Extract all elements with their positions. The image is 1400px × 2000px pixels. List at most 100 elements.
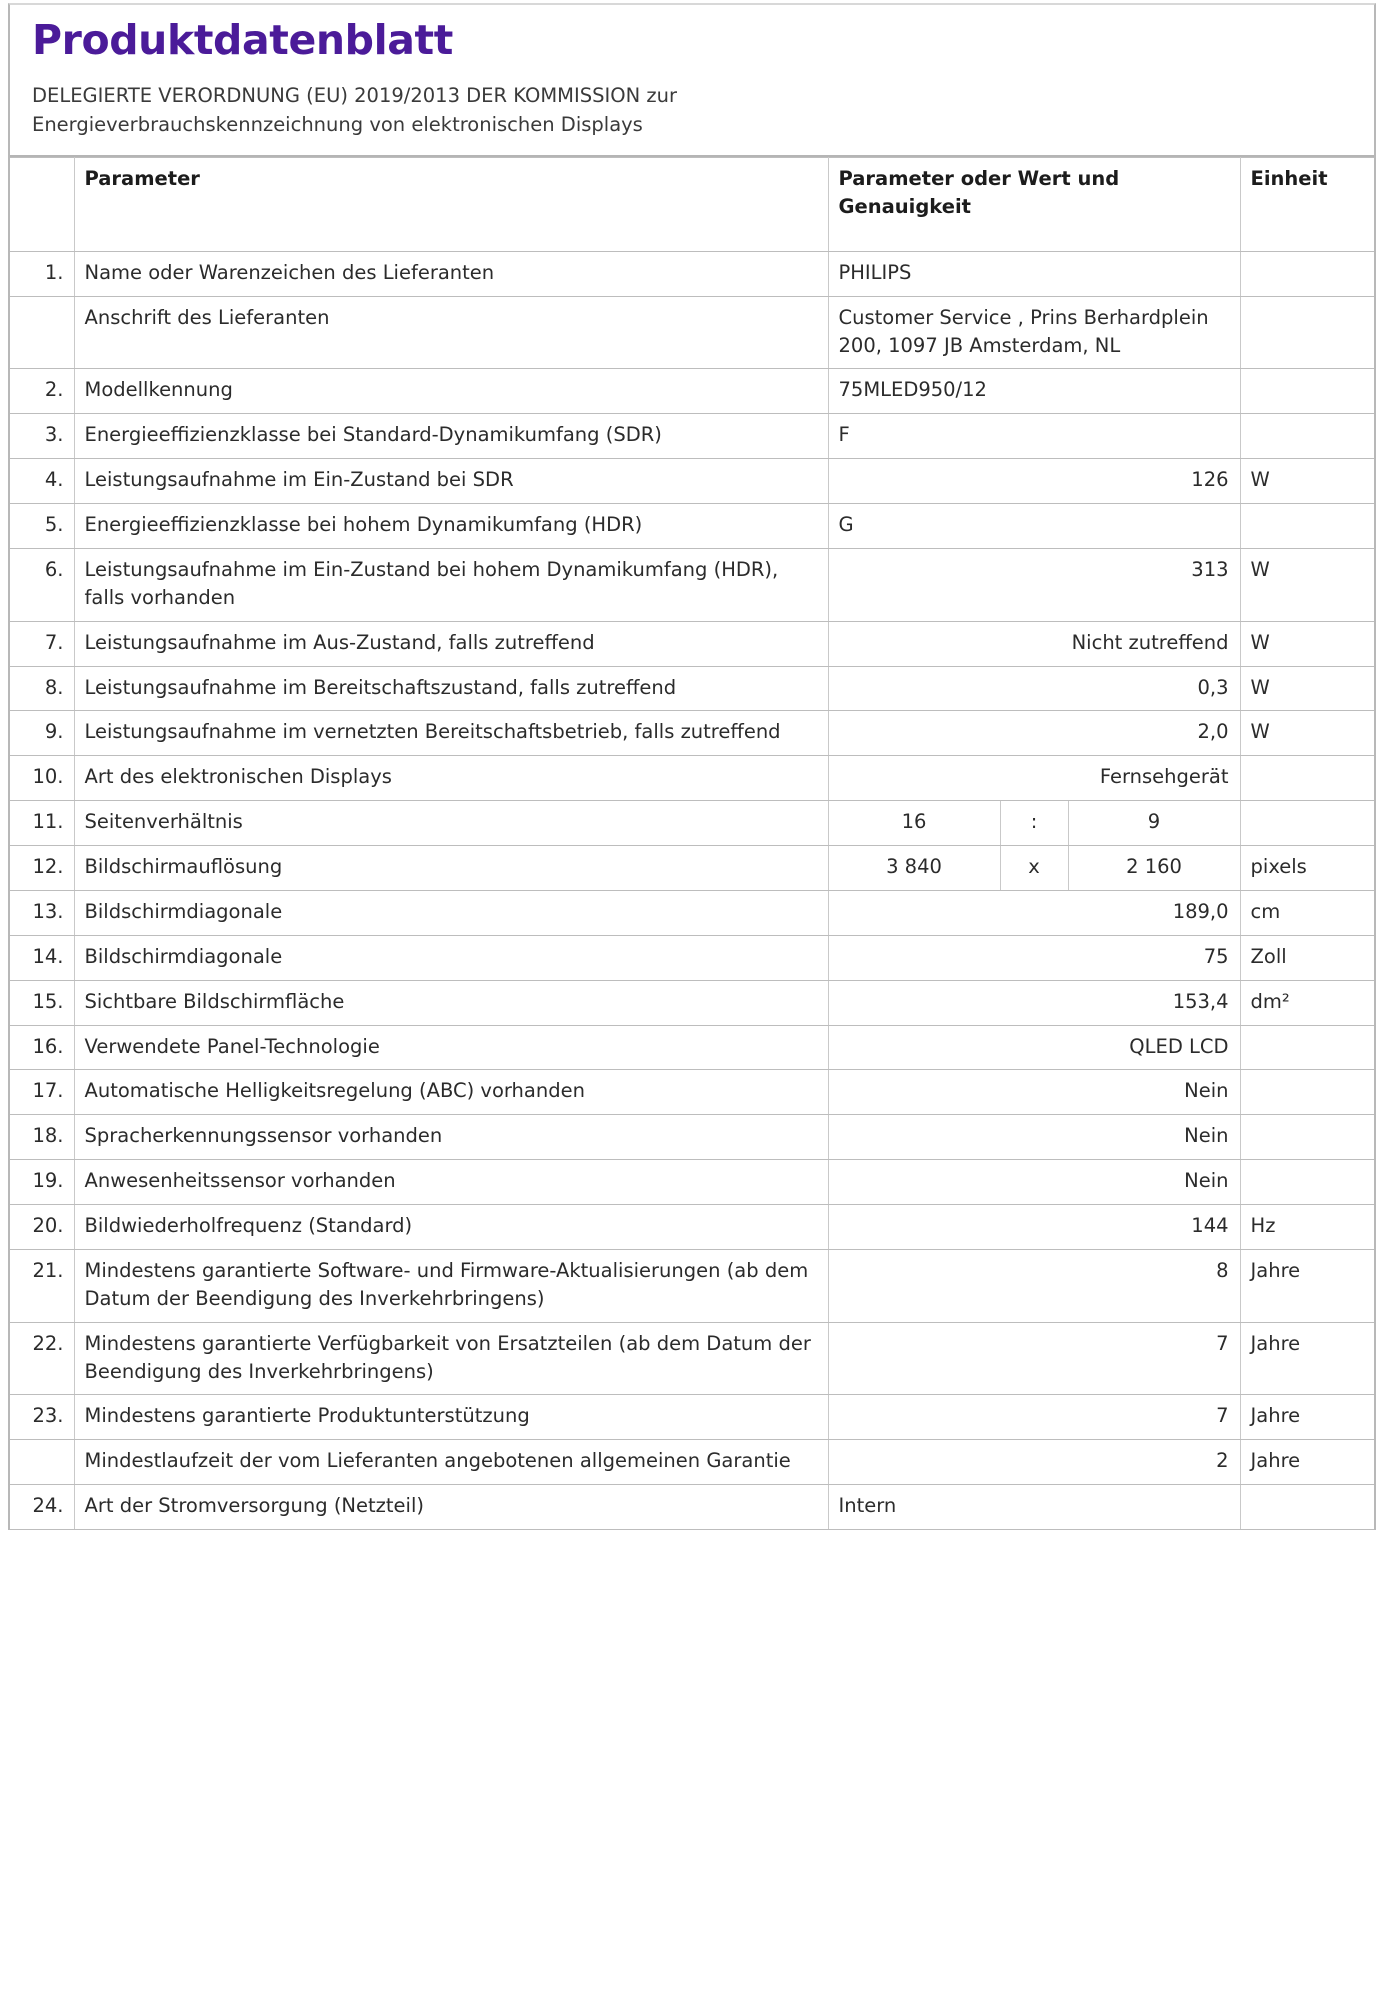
row-index: 24. [10, 1484, 75, 1530]
row-index [10, 1439, 75, 1486]
row-parameter-label: Mindestens garantierte Software- und Fir… [73, 1248, 829, 1323]
table-row: 3. Energieeffizienzklasse bei Standard-Dy… [10, 413, 1375, 460]
table-row: 22. Mindestens garantierte Verfügbarkeit … [10, 1321, 1375, 1396]
column-header-unit: Einheit [1239, 157, 1375, 252]
row-parameter-label: Energieeffizienzklasse bei hohem Dynamik… [73, 503, 829, 549]
row-value: Nein [827, 1114, 1241, 1161]
row-parameter-label: Spracherkennungssensor vorhanden [73, 1114, 829, 1161]
row-value: 2,0 [827, 710, 1241, 757]
row-value-first: 16 [827, 800, 1001, 846]
row-unit [1239, 1159, 1375, 1205]
column-header-index [10, 157, 75, 252]
row-value: 75MLED950/12 [827, 368, 1241, 415]
table-row: 20. Bildwiederholfrequenz (Standard) 144 Hz [10, 1204, 1375, 1250]
row-value: Fernsehgerät [827, 755, 1241, 802]
table-row: 7. Leistungsaufnahme im Aus-Zustand, fall… [10, 620, 1375, 667]
row-unit: W [1239, 458, 1375, 504]
row-value: Customer Service , Prins Berhardplein 20… [827, 295, 1241, 370]
row-value: 7 [827, 1394, 1241, 1441]
row-unit [1239, 755, 1375, 802]
row-unit [1239, 413, 1375, 460]
table-row: 6. Leistungsaufnahme im Ein-Zustand bei h… [10, 547, 1375, 622]
row-index [10, 295, 75, 370]
table-row: 11. Seitenverhältnis 16:9 [10, 800, 1375, 846]
row-index: 20. [10, 1204, 75, 1250]
row-index: 2. [10, 368, 75, 415]
table-row: Mindestlaufzeit der vom Lieferanten ange… [10, 1439, 1375, 1486]
product-data-table: Parameter Parameter oder Wert und Genauig… [10, 157, 1375, 1530]
row-index: 1. [10, 250, 75, 297]
row-parameter-label: Bildschirmauflösung [73, 845, 829, 891]
datasheet-sheet: Produktdatenblatt DELEGIERTE VERORDNUNG … [8, 3, 1376, 1530]
row-value-second: 9 [1067, 800, 1241, 846]
row-unit [1239, 1069, 1375, 1116]
row-unit: W [1239, 620, 1375, 667]
row-value: 0,3 [827, 665, 1241, 712]
row-unit: W [1239, 710, 1375, 757]
table-row: 15. Sichtbare Bildschirmfläche 153,4 dm² [10, 979, 1375, 1026]
table-row: 23. Mindestens garantierte Produktunterst… [10, 1394, 1375, 1441]
row-value: 126 [827, 458, 1241, 504]
table-row: Anschrift des Lieferanten Customer Servic… [10, 295, 1375, 370]
row-index: 15. [10, 979, 75, 1026]
column-header-parameter: Parameter [73, 157, 829, 252]
document-subtitle-line-1: DELEGIERTE VERORDNUNG (EU) 2019/2013 DER… [32, 83, 677, 107]
row-value: 2 [827, 1439, 1241, 1486]
row-value: 189,0 [827, 889, 1241, 936]
row-value: 8 [827, 1248, 1241, 1323]
row-value: 75 [827, 934, 1241, 981]
table-row: 10. Art des elektronischen Displays Fernse… [10, 755, 1375, 802]
row-value: F [827, 413, 1241, 460]
row-parameter-label: Verwendete Panel-Technologie [73, 1024, 829, 1071]
row-unit [1239, 1024, 1375, 1071]
row-parameter-label: Mindestens garantierte Produktunterstütz… [73, 1394, 829, 1441]
row-value: G [827, 503, 1241, 549]
column-header-value: Parameter oder Wert und Genauigkeit [827, 157, 1241, 252]
row-unit: cm [1239, 889, 1375, 936]
row-unit: W [1239, 547, 1375, 622]
row-parameter-label: Leistungsaufnahme im Aus-Zustand, falls … [73, 620, 829, 667]
row-parameter-label: Sichtbare Bildschirmfläche [73, 979, 829, 1026]
table-row: 19. Anwesenheitssensor vorhanden Nein [10, 1159, 1375, 1205]
row-index: 5. [10, 503, 75, 549]
row-unit: W [1239, 665, 1375, 712]
row-unit: pixels [1239, 845, 1375, 891]
row-index: 18. [10, 1114, 75, 1161]
row-index: 8. [10, 665, 75, 712]
page-title: Produktdatenblatt [32, 16, 453, 64]
row-unit: Zoll [1239, 934, 1375, 981]
row-unit: Jahre [1239, 1248, 1375, 1323]
row-value-second: 2 160 [1067, 845, 1241, 891]
row-index: 6. [10, 547, 75, 622]
row-value-separator: x [999, 845, 1069, 891]
row-index: 9. [10, 710, 75, 757]
row-value: 144 [827, 1204, 1241, 1250]
row-index: 3. [10, 413, 75, 460]
row-parameter-label: Anwesenheitssensor vorhanden [73, 1159, 829, 1205]
row-parameter-label: Art der Stromversorgung (Netzteil) [73, 1484, 829, 1530]
row-unit [1239, 250, 1375, 297]
row-unit [1239, 1114, 1375, 1161]
row-unit [1239, 800, 1375, 846]
row-unit: Jahre [1239, 1394, 1375, 1441]
row-value: Intern [827, 1484, 1241, 1530]
row-unit: Jahre [1239, 1321, 1375, 1396]
table-row: 9. Leistungsaufnahme im vernetzten Bereit… [10, 710, 1375, 757]
table-row: 4. Leistungsaufnahme im Ein-Zustand bei S… [10, 458, 1375, 504]
row-parameter-label: Mindestens garantierte Verfügbarkeit von… [73, 1321, 829, 1396]
row-value-separator: : [999, 800, 1069, 846]
table-row: 12. Bildschirmauflösung 3 840 x 2 160 pixels [10, 845, 1375, 891]
row-index: 16. [10, 1024, 75, 1071]
row-index: 4. [10, 458, 75, 504]
table-row: 14. Bildschirmdiagonale 75 Zoll [10, 934, 1375, 981]
row-unit [1239, 503, 1375, 549]
row-parameter-label: Name oder Warenzeichen des Lieferanten [73, 250, 829, 297]
row-index: 12. [10, 845, 75, 891]
row-value: QLED LCD [827, 1024, 1241, 1071]
table-row: 21. Mindestens garantierte Software- und … [10, 1248, 1375, 1323]
row-index: 7. [10, 620, 75, 667]
row-parameter-label: Bildwiederholfrequenz (Standard) [73, 1204, 829, 1250]
row-value: Nicht zutreffend [827, 620, 1241, 667]
row-parameter-label: Bildschirmdiagonale [73, 934, 829, 981]
